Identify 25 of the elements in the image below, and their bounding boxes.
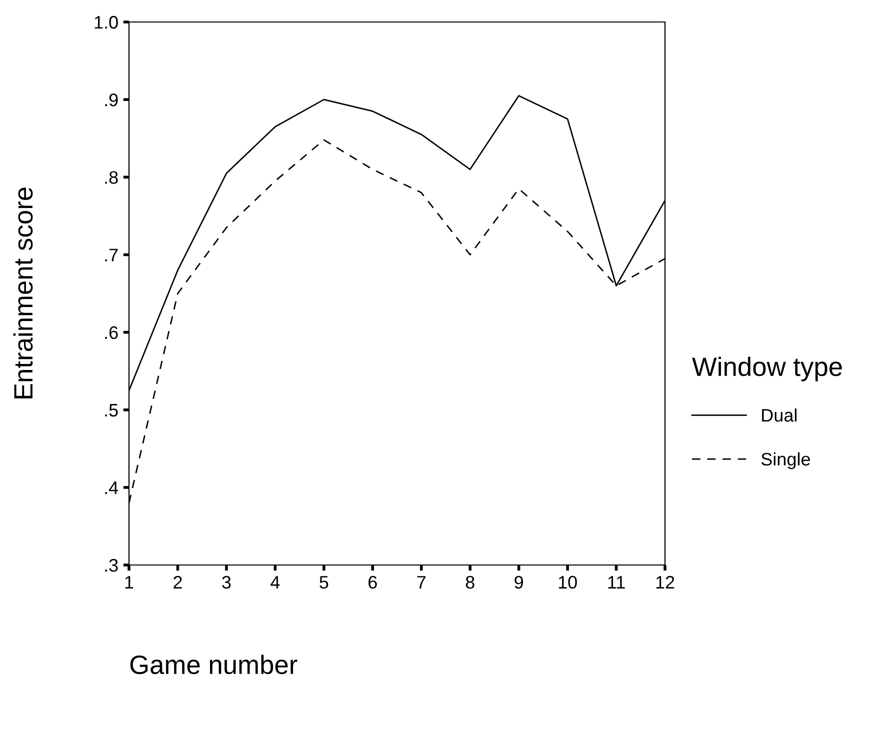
x-tick-label: 6 [368,576,377,589]
y-tick-label: .4 [105,482,118,494]
legend-label: Dual [762,408,797,422]
y-tick-label: 1.0 [94,16,118,29]
y-tick-label: .8 [105,171,118,184]
y-axis-title: Entrainment score [13,188,33,398]
x-tick-label: 7 [417,576,426,588]
y-tick-label: .6 [105,326,118,340]
x-tick-label: 11 [608,576,625,588]
y-tick-label: .9 [105,94,118,106]
x-tick-label: 10 [558,576,577,589]
legend-label: Single [761,452,810,470]
legend-title: Window type [692,356,842,382]
x-tick-label: 5 [320,576,328,589]
x-tick-label: 1 [125,576,134,588]
x-tick-label: 3 [222,576,231,589]
y-tick-label: .7 [105,248,118,262]
x-tick-label: 8 [466,576,474,589]
x-tick-label: 2 [174,576,182,588]
x-axis-title: Game number [130,654,298,674]
y-tick-label: .3 [105,558,118,572]
x-tick-label: 9 [514,576,523,589]
x-tick-label: 12 [656,576,674,588]
x-tick-label: 4 [270,576,280,588]
y-tick-label: .5 [105,404,118,417]
